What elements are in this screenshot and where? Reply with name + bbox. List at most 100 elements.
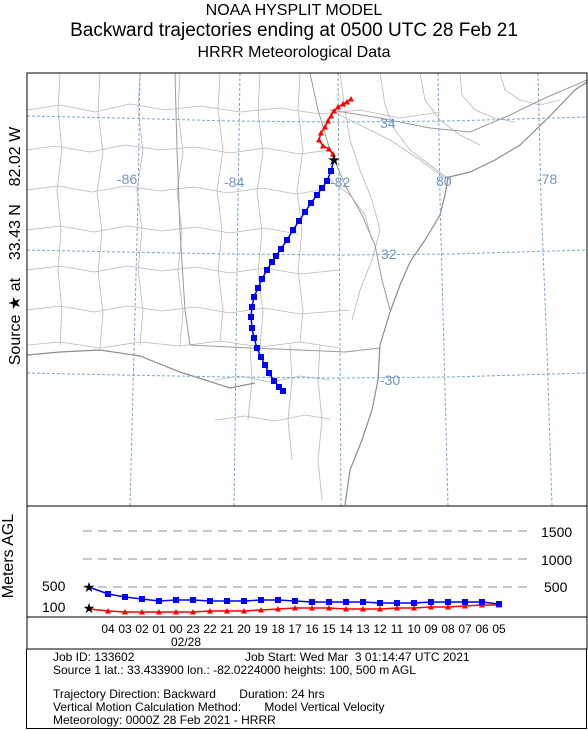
lon-label-80: 80 bbox=[436, 173, 452, 189]
vertical-500m-point bbox=[496, 601, 502, 607]
vertical-100m-point bbox=[411, 605, 417, 611]
vertical-500m-point bbox=[343, 599, 349, 605]
hour-tick-label: 04 bbox=[101, 622, 115, 636]
title-line-3: HRRR Meteorological Data bbox=[197, 44, 391, 61]
vertical-500m-point bbox=[139, 596, 145, 602]
right-tick-500: 500 bbox=[544, 579, 568, 595]
vertical-500m-point bbox=[309, 599, 315, 605]
vertical-100m-point bbox=[428, 604, 434, 610]
trajectory-500m-point bbox=[251, 335, 257, 341]
source-info: Source 1 lat.: 33.433900 lon.: -82.02240… bbox=[53, 663, 416, 677]
vertical-100m-point bbox=[258, 607, 264, 613]
hour-tick-label: 00 bbox=[169, 622, 183, 636]
vertical-100m-point bbox=[292, 605, 298, 611]
meteorology-info: Meteorology: 0000Z 28 Feb 2021 - HRRR bbox=[53, 713, 276, 727]
vertical-500m-point bbox=[292, 598, 298, 604]
lat-label-30: -30 bbox=[380, 372, 400, 388]
vertical-500m-point bbox=[173, 597, 179, 603]
time-axis-frame bbox=[26, 616, 588, 650]
latlon-grid bbox=[27, 73, 587, 506]
trajectory-100m-point bbox=[318, 130, 324, 136]
title-line-2: Backward trajectories ending at 0500 UTC… bbox=[70, 20, 518, 41]
right-tick-1000: 1000 bbox=[541, 552, 572, 568]
trajectory-100m-point bbox=[335, 104, 341, 110]
title-line-1: NOAA HYSPLIT MODEL bbox=[205, 2, 383, 19]
hour-tick-label: 22 bbox=[203, 622, 217, 636]
vertical-100m-point bbox=[173, 609, 179, 615]
hour-tick-label: 21 bbox=[220, 622, 234, 636]
vertical-500m-point bbox=[377, 600, 383, 606]
hour-tick-label: 14 bbox=[339, 622, 353, 636]
vertical-100m-point bbox=[241, 608, 247, 614]
vertical-500m-point bbox=[105, 591, 111, 597]
hour-tick-label: 07 bbox=[458, 622, 472, 636]
hour-tick-label: 02 bbox=[135, 622, 149, 636]
vertical-500m-point bbox=[275, 597, 281, 603]
hour-tick-label: 18 bbox=[271, 622, 285, 636]
trajectory-500m-point bbox=[248, 314, 254, 320]
trajectory-100m-point bbox=[316, 137, 322, 143]
trajectory-500m-point bbox=[308, 200, 314, 206]
trajectory-100m-point bbox=[320, 143, 326, 149]
trajectory-500m-point bbox=[324, 178, 330, 184]
date-label: 02/28 bbox=[171, 635, 201, 649]
trajectory-500m-point bbox=[266, 370, 272, 376]
left-tick-500: 500 bbox=[42, 578, 66, 594]
right-tick-1500: 1500 bbox=[541, 524, 572, 540]
lon-label-82: -82 bbox=[330, 174, 350, 190]
vertical-500m-point bbox=[360, 599, 366, 605]
hour-tick-label: 08 bbox=[441, 622, 455, 636]
hour-tick-label: 03 bbox=[118, 622, 132, 636]
hour-tick-label: 13 bbox=[356, 622, 370, 636]
hour-tick-label: 12 bbox=[373, 622, 387, 636]
hour-tick-label: 06 bbox=[475, 622, 489, 636]
vertical-500m-point bbox=[241, 598, 247, 604]
trajectory-100m-point bbox=[330, 151, 336, 157]
trajectory-500m-point bbox=[319, 185, 325, 191]
job-info-box: Job ID: 133602 Job Start: Wed Mar 3 01:1… bbox=[26, 649, 587, 729]
vertical-500m-point bbox=[326, 599, 332, 605]
vertical-500m-point bbox=[190, 597, 196, 603]
vertical-100m-point bbox=[343, 606, 349, 612]
trajectory-500m-line bbox=[250, 159, 335, 392]
vertical-500m-point bbox=[122, 594, 128, 600]
vertical-500m-point bbox=[462, 599, 468, 605]
trajectory-100m-point bbox=[348, 96, 354, 102]
trajectory-500m-point bbox=[258, 354, 264, 360]
vertical-frame bbox=[26, 505, 588, 618]
trajectory-500m-point bbox=[273, 253, 279, 259]
trajectory-500m-point bbox=[278, 246, 284, 252]
map-frame bbox=[26, 72, 588, 507]
vertical-100m-point bbox=[139, 609, 145, 615]
trajectory-500m-point bbox=[249, 304, 255, 310]
trajectory-500m-point bbox=[284, 237, 290, 243]
vertical-500m-point bbox=[224, 598, 230, 604]
trajectory-500m-point bbox=[296, 218, 302, 224]
job-start: Job Start: Wed Mar 3 01:14:47 UTC 2021 bbox=[245, 650, 470, 664]
vertical-100m-point bbox=[207, 608, 213, 614]
trajectory-direction: Trajectory Direction: Backward Duration:… bbox=[53, 687, 325, 701]
left-tick-100: 100 bbox=[42, 599, 66, 615]
vertical-500m-point bbox=[411, 600, 417, 606]
hour-tick-label: 19 bbox=[254, 622, 268, 636]
vertical-trajectory-500m bbox=[88, 586, 502, 607]
vertical-panel: 500 100 1500 1000 500 ★ ★ bbox=[26, 505, 588, 618]
lon-label-78: -78 bbox=[537, 171, 557, 187]
vertical-100m-point bbox=[360, 606, 366, 612]
trajectory-500m-point bbox=[262, 362, 268, 368]
hour-tick-label: 05 bbox=[492, 622, 506, 636]
trajectory-500m-point bbox=[302, 209, 308, 215]
vertical-500m-point bbox=[258, 597, 264, 603]
vertical-100m-point bbox=[105, 608, 111, 614]
trajectory-100m-point bbox=[328, 113, 334, 119]
hour-tick-label: 23 bbox=[186, 622, 200, 636]
map-boundaries bbox=[27, 73, 561, 501]
trajectory-100m-point bbox=[322, 124, 328, 130]
vertical-100m-point bbox=[156, 609, 162, 615]
trajectory-500m-point bbox=[251, 294, 257, 300]
trajectory-100m bbox=[316, 96, 354, 161]
star-icon-500: ★ bbox=[83, 579, 96, 595]
state-boundaries bbox=[174, 73, 587, 353]
vertical-100m-point bbox=[309, 605, 315, 611]
